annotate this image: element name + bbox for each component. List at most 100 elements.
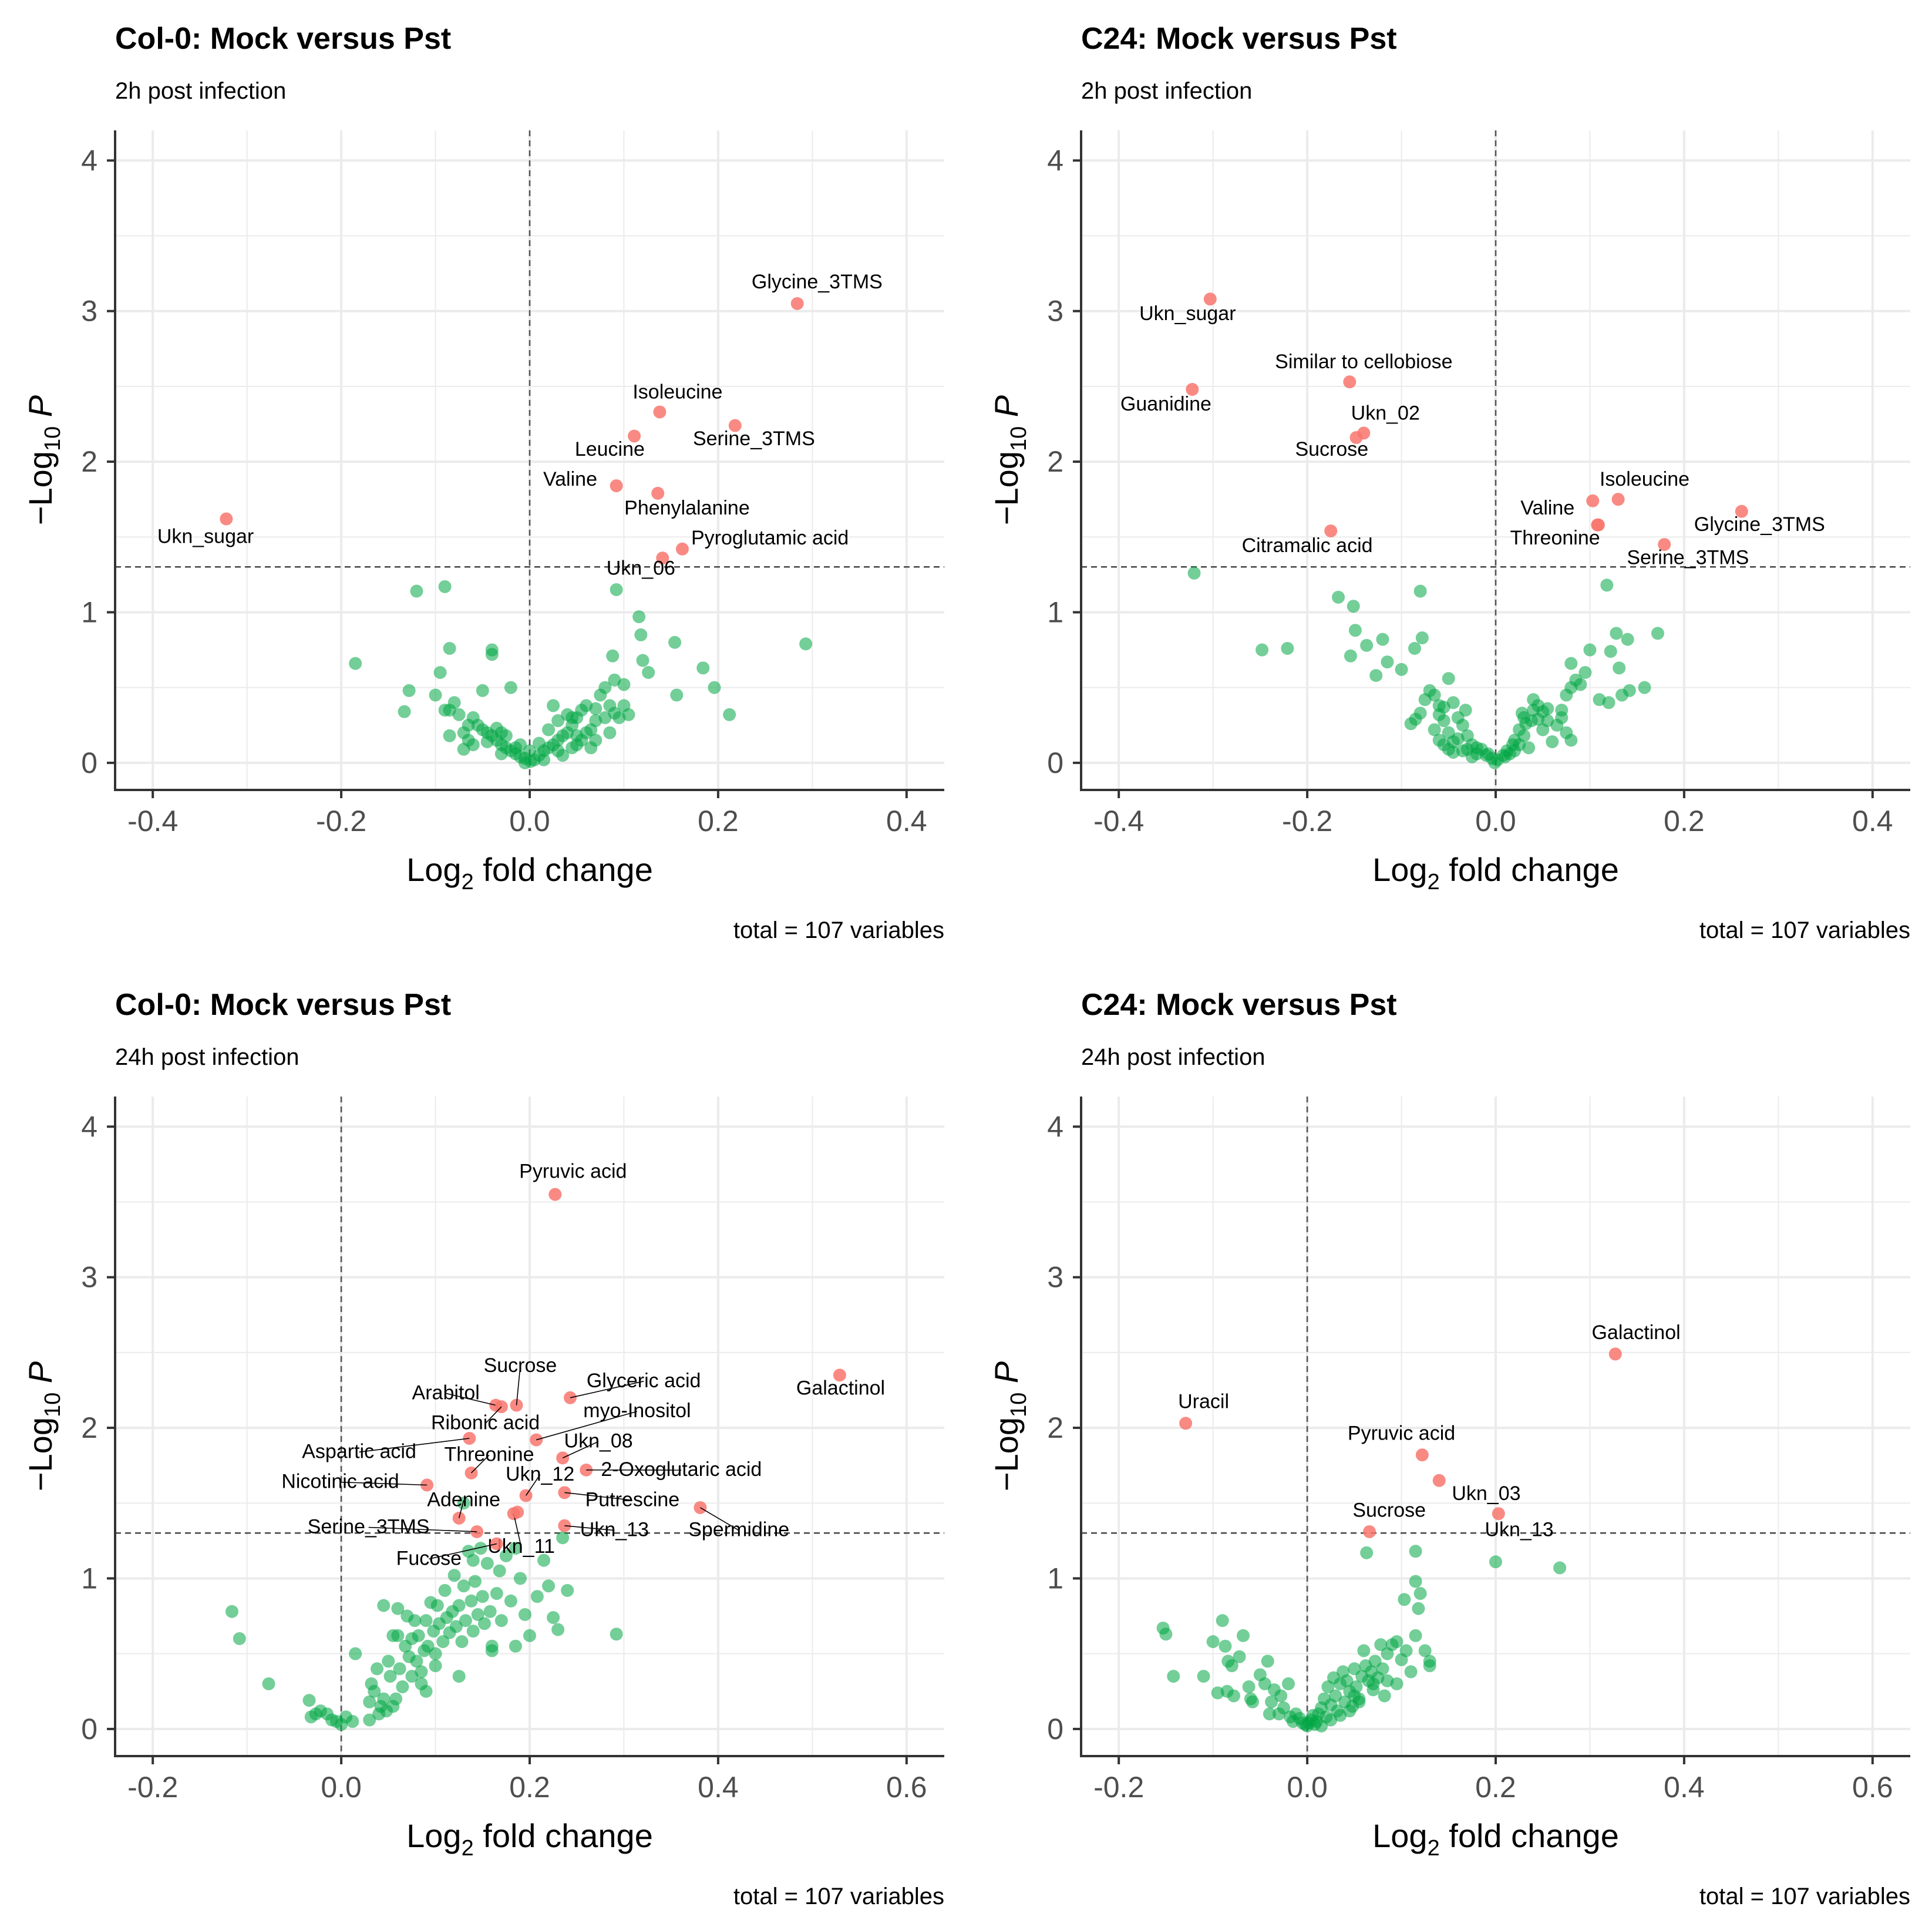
y-tick-label: 3 <box>81 295 97 328</box>
data-point-significant <box>653 405 666 418</box>
data-point-ns <box>1349 624 1362 637</box>
data-point-ns <box>429 688 442 701</box>
x-tick-label: 0.2 <box>1664 805 1705 838</box>
y-tick-label: 3 <box>81 1261 97 1294</box>
data-point-ns <box>1416 631 1429 644</box>
point-label: Sucrose <box>1295 438 1368 460</box>
point-label: Serine_3TMS <box>693 428 815 450</box>
data-point-ns <box>408 1614 421 1627</box>
x-tick-label: 0.2 <box>698 805 739 838</box>
data-point-ns <box>493 1565 506 1578</box>
point-label: Threonine <box>444 1443 534 1465</box>
data-point-ns <box>1281 642 1294 655</box>
data-point-ns <box>1197 1670 1210 1683</box>
panel-caption: total = 107 variables <box>1699 1884 1910 1909</box>
data-point-ns <box>642 666 655 679</box>
point-label: Galactinol <box>1591 1321 1680 1344</box>
point-label: Ribonic acid <box>431 1412 540 1434</box>
y-tick-label: 4 <box>1047 144 1063 177</box>
data-point-ns <box>1216 1614 1229 1627</box>
y-tick-label: 4 <box>81 144 97 177</box>
data-point-ns <box>476 1590 489 1603</box>
data-point-ns <box>233 1632 246 1645</box>
panel-caption: total = 107 variables <box>1699 917 1910 943</box>
y-axis-title: −Log10 P <box>22 395 65 525</box>
data-point-ns <box>459 1614 472 1627</box>
data-point-ns <box>1405 1665 1418 1678</box>
data-point-ns <box>610 583 623 596</box>
data-point-ns <box>469 1575 482 1588</box>
data-point-significant <box>220 512 233 525</box>
data-point-ns <box>547 699 560 712</box>
y-tick-label: 0 <box>1047 1713 1063 1746</box>
data-point-ns <box>1244 1693 1257 1706</box>
data-point-ns <box>531 1590 544 1603</box>
data-point-ns <box>415 1665 428 1678</box>
panel-title: Col-0: Mock versus Pst <box>115 22 451 56</box>
data-point-ns <box>382 1654 395 1667</box>
data-point-ns <box>490 722 503 735</box>
point-label: Sucrose <box>484 1354 557 1377</box>
data-point-significant <box>1586 495 1599 507</box>
data-point-ns <box>225 1605 238 1618</box>
y-tick-label: 4 <box>1047 1110 1063 1143</box>
data-point-ns <box>1517 729 1530 742</box>
point-label: Galactinol <box>796 1377 885 1400</box>
x-tick-label: -0.2 <box>316 805 366 838</box>
point-label: Ukn_13 <box>580 1519 649 1541</box>
data-point-ns <box>481 1557 494 1570</box>
data-point-significant <box>1433 1474 1446 1487</box>
y-axis-title: −Log10 P <box>988 395 1031 525</box>
y-tick-label: 1 <box>81 1562 97 1595</box>
data-point-ns <box>434 666 447 679</box>
data-point-significant <box>1416 1448 1429 1461</box>
y-tick-label: 2 <box>1047 445 1063 478</box>
data-point-ns <box>668 636 681 649</box>
point-label: Uracil <box>1178 1391 1229 1413</box>
point-label: Glyceric acid <box>587 1370 701 1392</box>
data-point-ns <box>1360 639 1373 652</box>
data-point-ns <box>584 741 597 754</box>
data-point-ns <box>371 1662 383 1675</box>
y-tick-label: 2 <box>81 1411 97 1444</box>
data-point-ns <box>1615 688 1628 701</box>
point-label: Ukn_12 <box>506 1463 574 1485</box>
point-label: Leucine <box>575 438 645 460</box>
x-tick-label: 0.0 <box>509 805 550 838</box>
data-point-ns <box>453 1670 466 1683</box>
data-point-ns <box>486 644 499 657</box>
data-point-ns <box>1343 1704 1356 1717</box>
data-point-ns <box>551 1623 564 1636</box>
data-point-ns <box>1376 1662 1389 1675</box>
data-point-ns <box>431 1599 444 1612</box>
point-label: Putrescine <box>585 1488 680 1511</box>
y-tick-label: 3 <box>1047 1261 1063 1294</box>
x-tick-label: 0.6 <box>1852 1771 1893 1804</box>
data-point-ns <box>1546 735 1559 748</box>
data-point-ns <box>389 1693 402 1706</box>
data-point-ns <box>1419 693 1432 706</box>
data-point-ns <box>391 1602 404 1615</box>
data-point-ns <box>495 747 508 760</box>
panel-subtitle: 24h post infection <box>1081 1044 1265 1070</box>
point-label: Threonine <box>1510 527 1600 549</box>
point-label: Arabitol <box>412 1381 480 1404</box>
data-point-ns <box>462 719 475 732</box>
data-point-ns <box>1651 627 1664 640</box>
y-tick-label: 4 <box>81 1110 97 1143</box>
data-point-ns <box>303 1694 316 1707</box>
x-tick-label: -0.4 <box>127 805 178 838</box>
data-point-ns <box>1261 1654 1274 1667</box>
y-tick-label: 2 <box>1047 1411 1063 1444</box>
point-label: Glycine_3TMS <box>1694 513 1825 536</box>
data-point-ns <box>1408 642 1421 655</box>
point-label: Pyruvic acid <box>1348 1422 1455 1445</box>
x-tick-label: -0.2 <box>1282 805 1332 838</box>
data-point-ns <box>551 744 564 757</box>
data-point-ns <box>632 610 645 623</box>
data-point-ns <box>1369 669 1382 682</box>
point-label: Adenine <box>427 1488 500 1511</box>
data-point-ns <box>637 654 649 667</box>
